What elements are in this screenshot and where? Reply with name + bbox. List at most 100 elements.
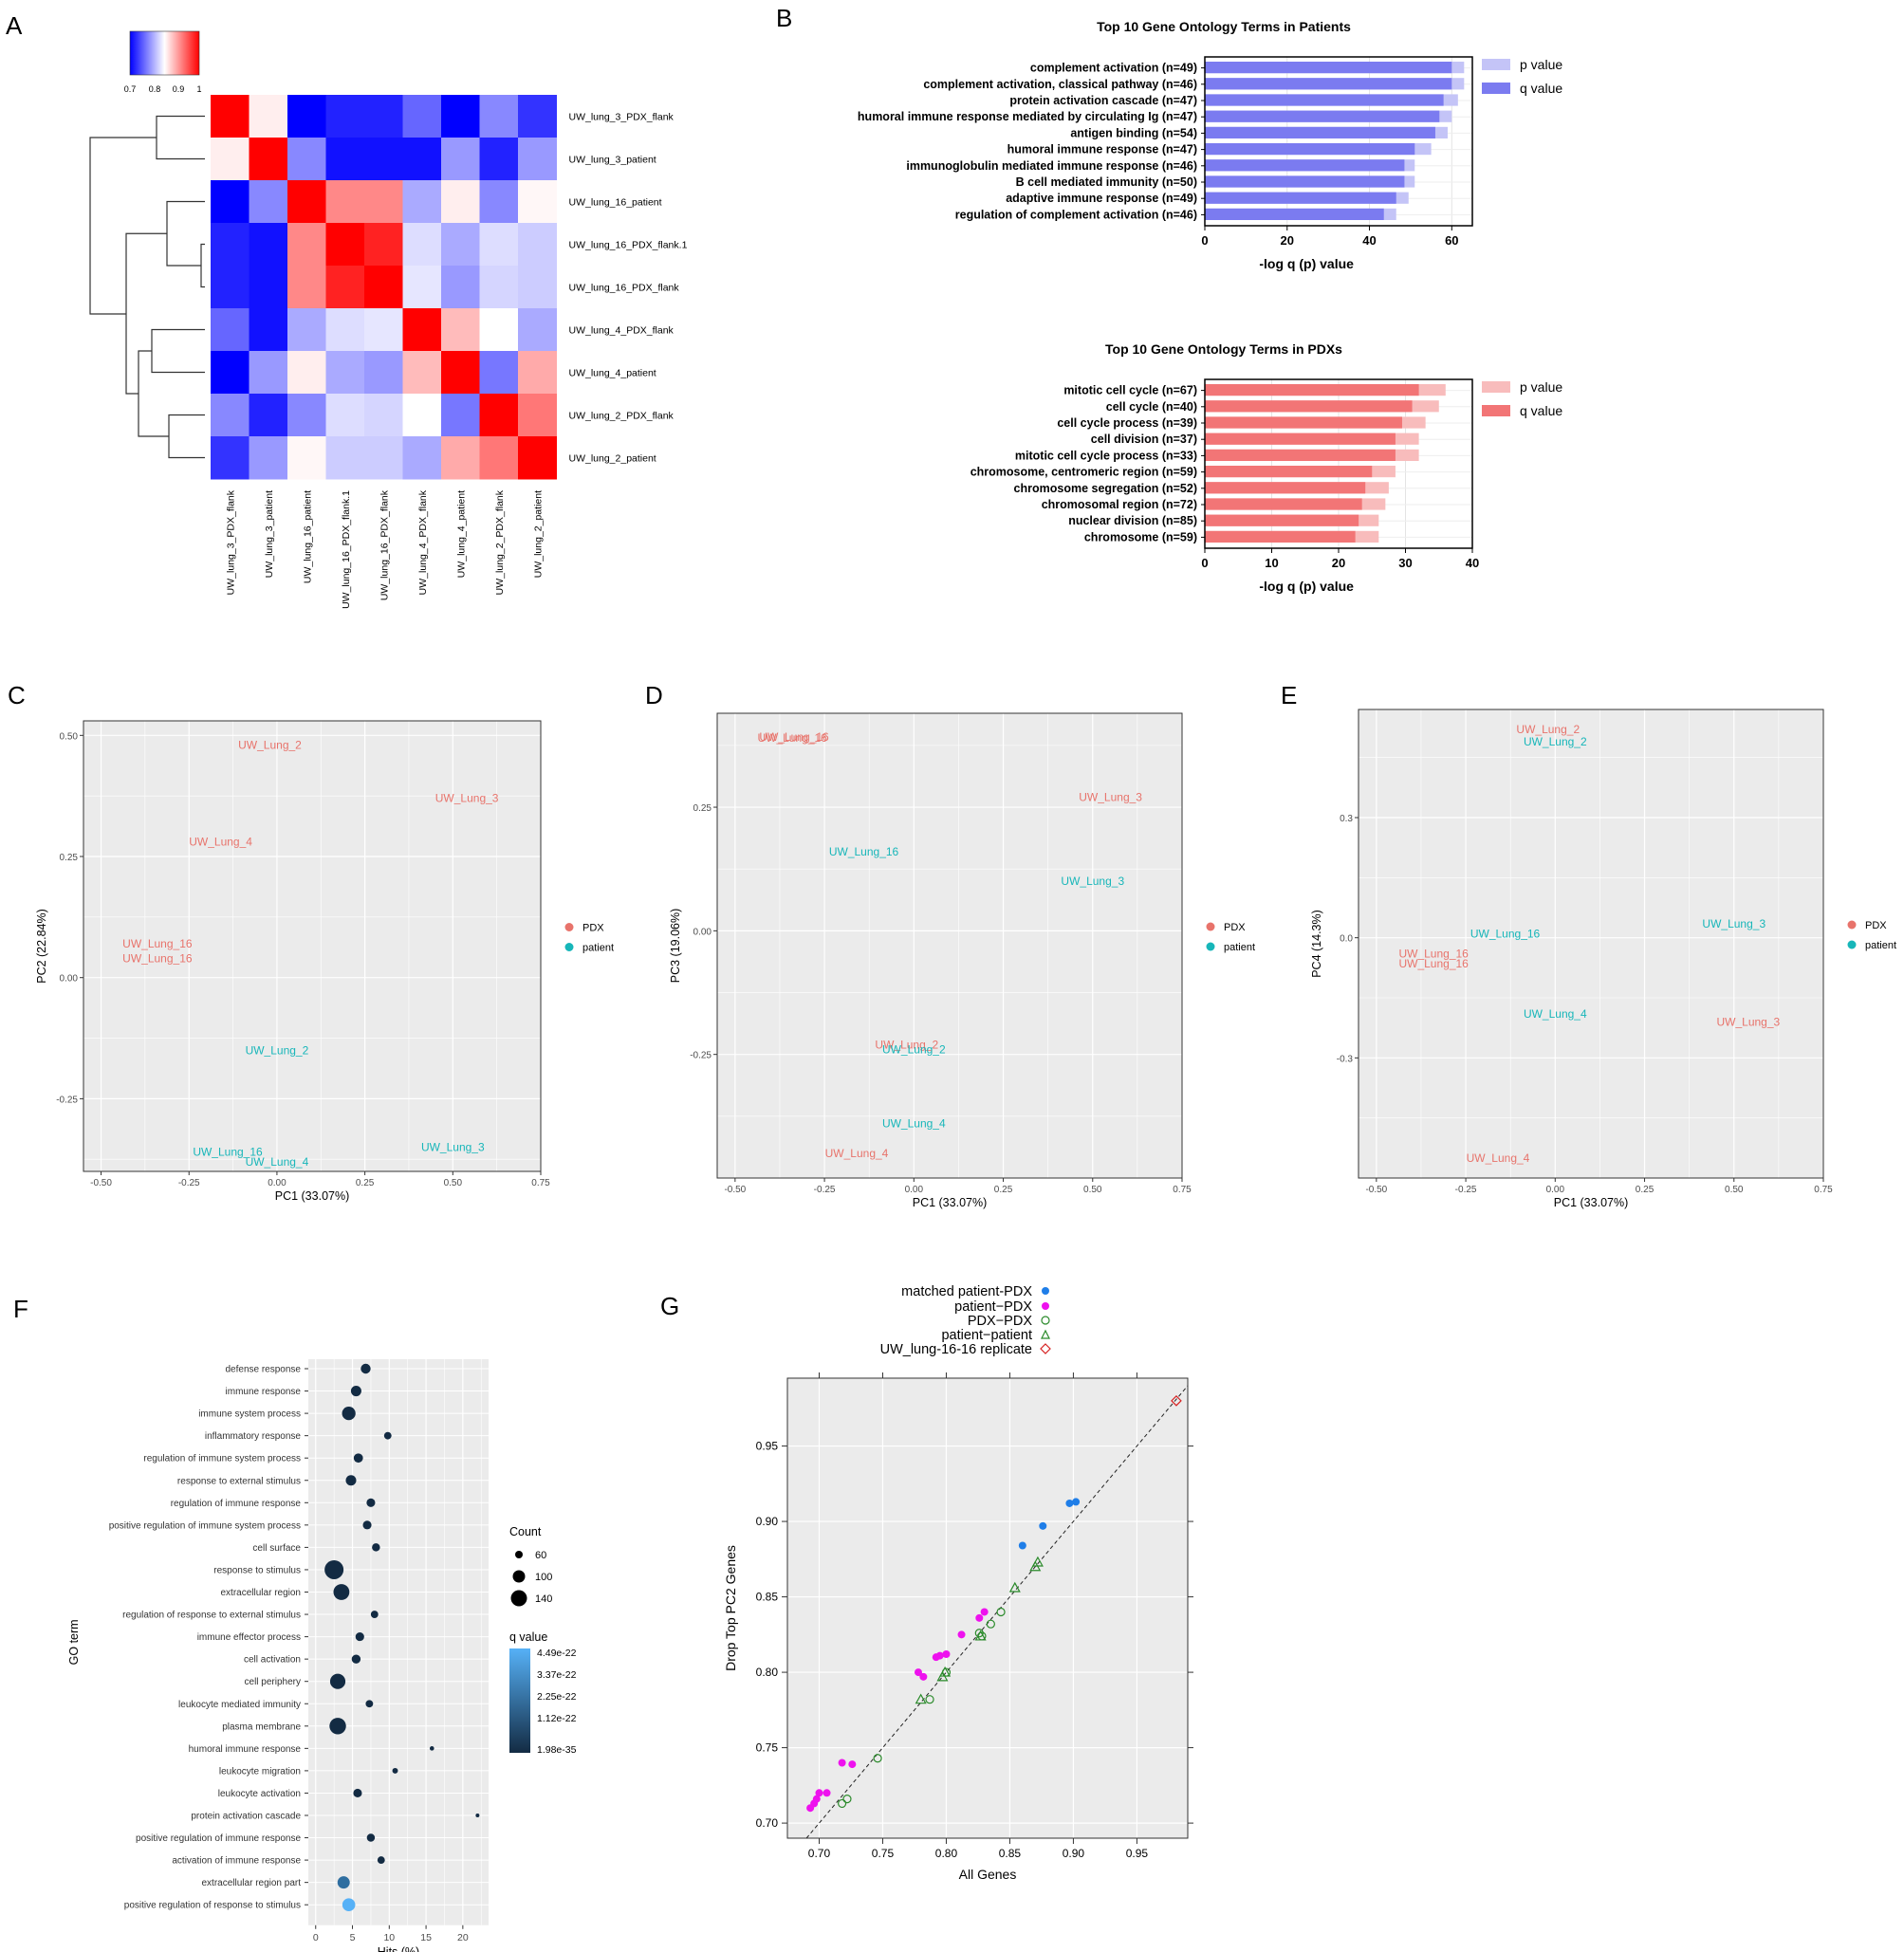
heatmap-cell — [287, 95, 326, 138]
x-tick-label: -0.50 — [1365, 1185, 1387, 1195]
heatmap-key-tick: 0.8 — [149, 84, 161, 94]
heatmap-cell — [441, 351, 480, 395]
bar-category-label: chromosome, centromeric region (n=59) — [970, 466, 1197, 479]
go-term-label: response to external stimulus — [177, 1476, 301, 1486]
bar-category-label: humoral immune response mediated by circ… — [858, 110, 1197, 123]
x-tick-label: -0.50 — [724, 1185, 746, 1195]
bar-category-label: chromosome segregation (n=52) — [1014, 482, 1197, 495]
point-patient-pdx — [932, 1653, 940, 1662]
heatmap-cell — [402, 351, 442, 395]
heatmap-cell — [479, 95, 519, 138]
point-label: UW_Lung_2 — [246, 1043, 309, 1057]
y-tick-label: 0.75 — [756, 1741, 779, 1755]
point-label: UW_Lung_16 — [757, 731, 827, 745]
point-label: UW_Lung_2 — [1516, 723, 1580, 736]
color-legend-label: 1.98e-35 — [537, 1744, 577, 1756]
x-tick-label: 0.00 — [1546, 1185, 1565, 1195]
dendrogram-branch — [151, 328, 205, 374]
y-tick-label: 0.25 — [693, 803, 712, 814]
point-patient-patient — [974, 1630, 987, 1641]
go-dot — [345, 1475, 357, 1486]
heatmap-cell — [518, 351, 557, 395]
point-patient-pdx — [914, 1668, 922, 1677]
y-tick-label: -0.25 — [690, 1051, 712, 1061]
point-pdx-pdx — [996, 1607, 1006, 1617]
axes-frame — [1358, 709, 1824, 1179]
bar-category-label: mitotic cell cycle (n=67) — [1063, 384, 1197, 397]
heatmap-cell — [402, 266, 442, 309]
x-axis-label: All Genes — [959, 1867, 1017, 1882]
heatmap-cell — [402, 138, 442, 181]
go-term-label: immune response — [226, 1387, 302, 1397]
heatmap-cell — [364, 95, 403, 138]
go-dot — [342, 1406, 356, 1421]
bar-category-label: nuclear division (n=85) — [1068, 514, 1197, 527]
heatmap-cell — [364, 266, 403, 309]
x-axis-label: PC1 (33.07%) — [1554, 1196, 1629, 1209]
heatmap-key-tick: 0.9 — [173, 84, 185, 94]
heatmap-row-label: UW_lung_3_patient — [569, 155, 656, 166]
bar-category-label: mitotic cell cycle process (n=33) — [1015, 449, 1197, 462]
heatmap-col-label: UW_lung_4_patient — [455, 490, 467, 578]
point-patient-pdx — [942, 1650, 951, 1658]
legend-label: q value — [1520, 81, 1562, 96]
point-label: UW_Lung_16 — [1470, 927, 1541, 940]
panel-letter-e: E — [1281, 681, 1298, 709]
bar-q-value — [1205, 78, 1452, 90]
point-patient-pdx — [838, 1759, 846, 1767]
go-term-label: regulation of immune response — [171, 1499, 302, 1509]
bar-q-value — [1205, 498, 1362, 510]
point-patient-pdx — [957, 1630, 966, 1639]
x-axis-label: -log q (p) value — [1259, 256, 1354, 271]
x-axis-label: Hits (%) — [378, 1945, 419, 1952]
go-dot — [429, 1746, 434, 1751]
dendrogram-branch — [125, 232, 167, 395]
y-tick-label: 0.0 — [1340, 934, 1353, 945]
y-tick-label: 0.70 — [756, 1816, 779, 1830]
y-tick-label: 0.90 — [756, 1515, 779, 1528]
bar-q-value — [1205, 416, 1402, 429]
x-axis-label: -log q (p) value — [1259, 579, 1354, 594]
point-pdx-pdx — [838, 1798, 847, 1809]
x-tick-label: 0.75 — [872, 1847, 895, 1860]
point-matched — [1018, 1541, 1026, 1550]
heatmap-row-label: UW_lung_2_patient — [569, 453, 656, 465]
go-term-label: immune system process — [198, 1409, 301, 1420]
x-tick-label: 10 — [383, 1932, 395, 1943]
x-tick-label: 0.50 — [1725, 1185, 1744, 1195]
point-label: UW_Lung_3 — [1702, 917, 1765, 930]
heatmap-col-label: UW_lung_2_PDX_flank — [494, 489, 506, 595]
go-dot — [392, 1767, 398, 1774]
legend-label: patient−PDX — [954, 1299, 1032, 1315]
heatmap-correlation: 0.7 0.8 0.9 1 UW_lung_3_PDX_flank UW_lung_3_p… — [89, 30, 688, 609]
size-legend-label: 100 — [535, 1572, 552, 1583]
legend-dot-patient — [564, 943, 574, 951]
point-label: UW_Lung_2 — [875, 1038, 938, 1051]
bar-q-value — [1205, 126, 1435, 138]
legend-marker-patient-patient — [1041, 1329, 1050, 1339]
point-label: UW_Lung_4 — [825, 1147, 889, 1160]
x-tick-label: 0.75 — [1814, 1185, 1833, 1195]
x-tick-label: 5 — [350, 1932, 356, 1943]
x-tick-label: 0.50 — [1083, 1185, 1102, 1195]
x-tick-label: 0.95 — [1126, 1847, 1149, 1860]
heatmap-cell — [211, 95, 250, 138]
heatmap-col-label: UW_lung_16_patient — [302, 490, 313, 583]
go-term-label: cell activation — [244, 1655, 301, 1666]
heatmap-cell — [364, 308, 403, 352]
y-tick-label: 0.25 — [60, 853, 79, 863]
bar-q-value — [1205, 449, 1396, 461]
legend-label: patient — [1224, 942, 1255, 953]
legend-label: PDX — [582, 923, 604, 934]
heatmap-cell — [287, 266, 326, 309]
axes-frame — [716, 712, 1183, 1179]
point-label: UW_Lung_4 — [1524, 1007, 1587, 1021]
size-legend-dot — [515, 1551, 523, 1558]
point-label: UW_Lung_2 — [1524, 735, 1587, 748]
heatmap-cell — [518, 138, 557, 181]
size-legend-dot — [510, 1590, 527, 1607]
axes-frame — [83, 720, 542, 1172]
bar-category-label: antigen binding (n=54) — [1070, 126, 1197, 139]
heatmap-cell — [364, 138, 403, 181]
go-dot — [360, 1363, 371, 1374]
